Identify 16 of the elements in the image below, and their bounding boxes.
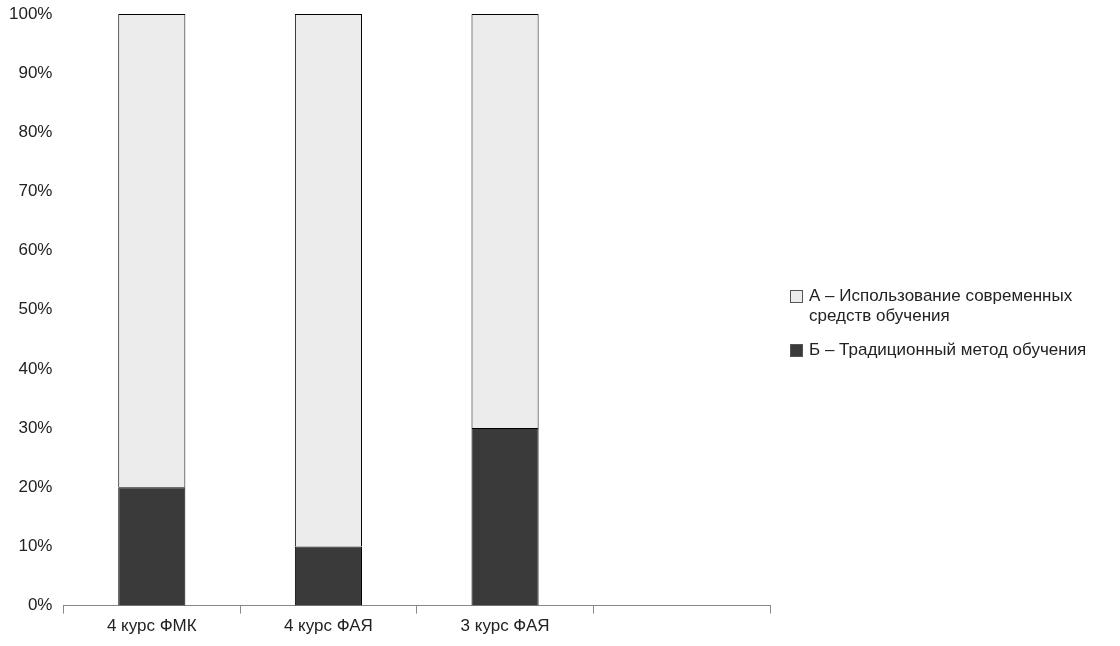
y-tick-label: 10% <box>18 536 53 556</box>
y-tick-label: 40% <box>18 358 53 378</box>
y-tick-label: 50% <box>18 299 53 319</box>
legend-label: Б – Традиционный метод обучения <box>809 340 1087 360</box>
y-tick-label: 20% <box>18 476 53 496</box>
x-tick-label: 4 курс ФАЯ <box>283 616 373 636</box>
y-tick-label: 0% <box>27 595 53 615</box>
x-tick-label: 4 курс ФМК <box>106 616 197 636</box>
x-tick-label: 3 курс ФАЯ <box>460 616 550 636</box>
y-tick-label: 80% <box>18 122 53 142</box>
y-tick-label: 100% <box>9 3 53 23</box>
y-tick-label: 90% <box>18 62 53 82</box>
legend-label: А – Использование современных средств обучения <box>809 286 1074 326</box>
y-tick-label: 60% <box>18 240 53 260</box>
y-tick-label: 70% <box>18 181 53 201</box>
y-tick-label: 30% <box>18 417 53 437</box>
